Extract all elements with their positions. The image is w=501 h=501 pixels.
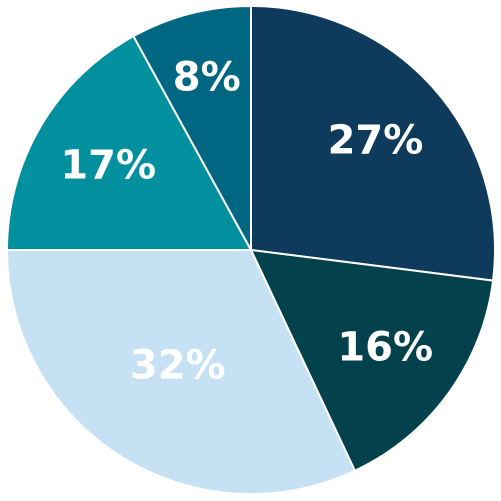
slices-layer — [6, 5, 496, 495]
pie-slice-label-5: 8% — [173, 54, 241, 100]
pie-slice-label-2: 16% — [337, 325, 433, 371]
pie-slice-2 — [250, 249, 495, 472]
pie-slice-3 — [6, 249, 356, 495]
pie-slice-label-4: 17% — [60, 143, 156, 189]
pie-slice-4 — [6, 35, 252, 251]
pie-slice-5 — [132, 5, 252, 251]
pie-slice-label-3: 32% — [130, 342, 226, 388]
labels-layer: 27% 16% 32% 17% 8% — [60, 54, 433, 388]
pie-slice-label-1: 27% — [328, 117, 424, 163]
pie-slice-1 — [250, 5, 496, 282]
